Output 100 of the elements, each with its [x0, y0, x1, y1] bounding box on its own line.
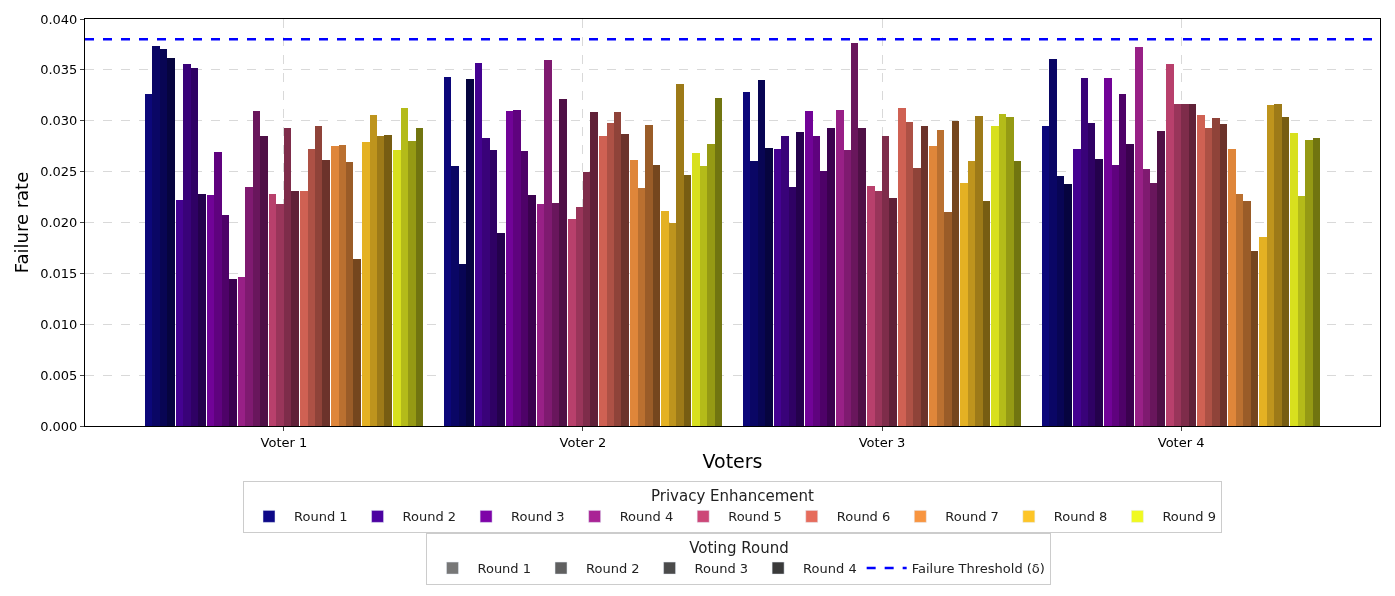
bar: [362, 142, 370, 426]
bar: [921, 126, 928, 426]
bar: [451, 166, 459, 426]
bar: [552, 203, 559, 426]
bar: [1282, 117, 1289, 426]
bar: [960, 183, 968, 426]
bar: [160, 49, 167, 426]
bar: [1220, 124, 1227, 426]
x-tick-label: Voter 3: [858, 434, 906, 450]
bar: [183, 64, 191, 426]
bar: [692, 153, 700, 426]
legend-label: Round 4: [619, 509, 674, 525]
bar: [475, 63, 482, 426]
bar: [1119, 94, 1126, 426]
bar: [1135, 47, 1143, 426]
bar: [614, 112, 621, 426]
bar: [851, 43, 858, 426]
bar: [590, 112, 598, 426]
bar: [377, 136, 384, 426]
bar: [1064, 184, 1072, 426]
bar: [315, 126, 322, 426]
bar: [1274, 104, 1282, 426]
bar: [322, 160, 330, 426]
bar: [882, 136, 889, 426]
bar: [968, 161, 975, 426]
bar: [384, 135, 392, 426]
bar: [805, 111, 813, 426]
bar: [1088, 123, 1095, 426]
bar: [269, 194, 276, 426]
bar: [497, 233, 505, 426]
legend-label: Round 9: [1162, 509, 1216, 525]
bar: [276, 204, 284, 426]
bar: [765, 148, 773, 426]
legend-label: Round 1: [294, 509, 348, 525]
bar: [1049, 59, 1057, 426]
bar: [1313, 138, 1320, 426]
legend-label: Round 4: [803, 561, 857, 577]
y-tick-label: 0.010: [40, 316, 78, 332]
bar: [991, 126, 999, 426]
y-tick-label: 0.025: [40, 164, 78, 180]
bar: [1006, 117, 1014, 426]
bar: [743, 92, 750, 426]
bar: [836, 110, 844, 426]
bar: [820, 171, 827, 426]
bar: [176, 200, 183, 426]
bar: [929, 146, 937, 426]
bar: [167, 58, 175, 426]
x-tick-label: Voter 2: [559, 434, 607, 450]
bar: [1112, 165, 1119, 426]
bar: [858, 128, 866, 426]
bar: [346, 162, 353, 426]
bar: [331, 146, 339, 426]
bar: [1095, 159, 1103, 426]
bar: [813, 136, 820, 426]
bar: [1166, 64, 1174, 426]
bar: [513, 110, 521, 426]
bar: [528, 195, 536, 426]
x-tick-label: Voter 4: [1157, 434, 1205, 450]
bar: [645, 125, 653, 426]
bar: [653, 165, 660, 426]
bar: [576, 207, 583, 426]
bar: [867, 186, 875, 426]
bar: [583, 172, 590, 426]
bar: [408, 141, 416, 426]
bar: [214, 152, 222, 426]
y-tick-label: 0.015: [40, 265, 78, 281]
y-tick-label: 0.020: [40, 215, 78, 231]
bar: [789, 187, 796, 426]
bar: [1298, 196, 1305, 426]
bar: [707, 144, 715, 426]
bar: [1259, 237, 1267, 426]
bar: [1267, 105, 1274, 426]
legend-label: Failure Threshold (δ): [911, 561, 1045, 577]
legend-label: Round 2: [586, 561, 640, 577]
bar: [1157, 131, 1165, 426]
text: Voting Round: [689, 539, 789, 558]
bar: [308, 149, 315, 426]
bar: [781, 136, 789, 426]
bar: [207, 195, 214, 426]
bar: [1181, 104, 1189, 426]
bar: [466, 79, 474, 426]
y-tick-label: 0.000: [40, 418, 78, 434]
bar: [621, 134, 629, 426]
bar: [715, 98, 722, 426]
bar: [521, 151, 528, 426]
bar: [145, 94, 152, 426]
bar: [889, 198, 897, 426]
legend-label: Round 7: [945, 509, 999, 525]
bar: [152, 46, 160, 426]
legend-label: Round 6: [836, 509, 891, 525]
bar: [1057, 176, 1064, 426]
bar: [568, 219, 576, 426]
legend-label: Round 3: [511, 509, 565, 525]
bar: [638, 188, 645, 426]
bar: [339, 145, 346, 426]
bar: [952, 121, 959, 426]
bar: [774, 149, 781, 426]
bar: [1104, 78, 1112, 426]
bar: [459, 264, 466, 426]
bar: [898, 108, 906, 426]
